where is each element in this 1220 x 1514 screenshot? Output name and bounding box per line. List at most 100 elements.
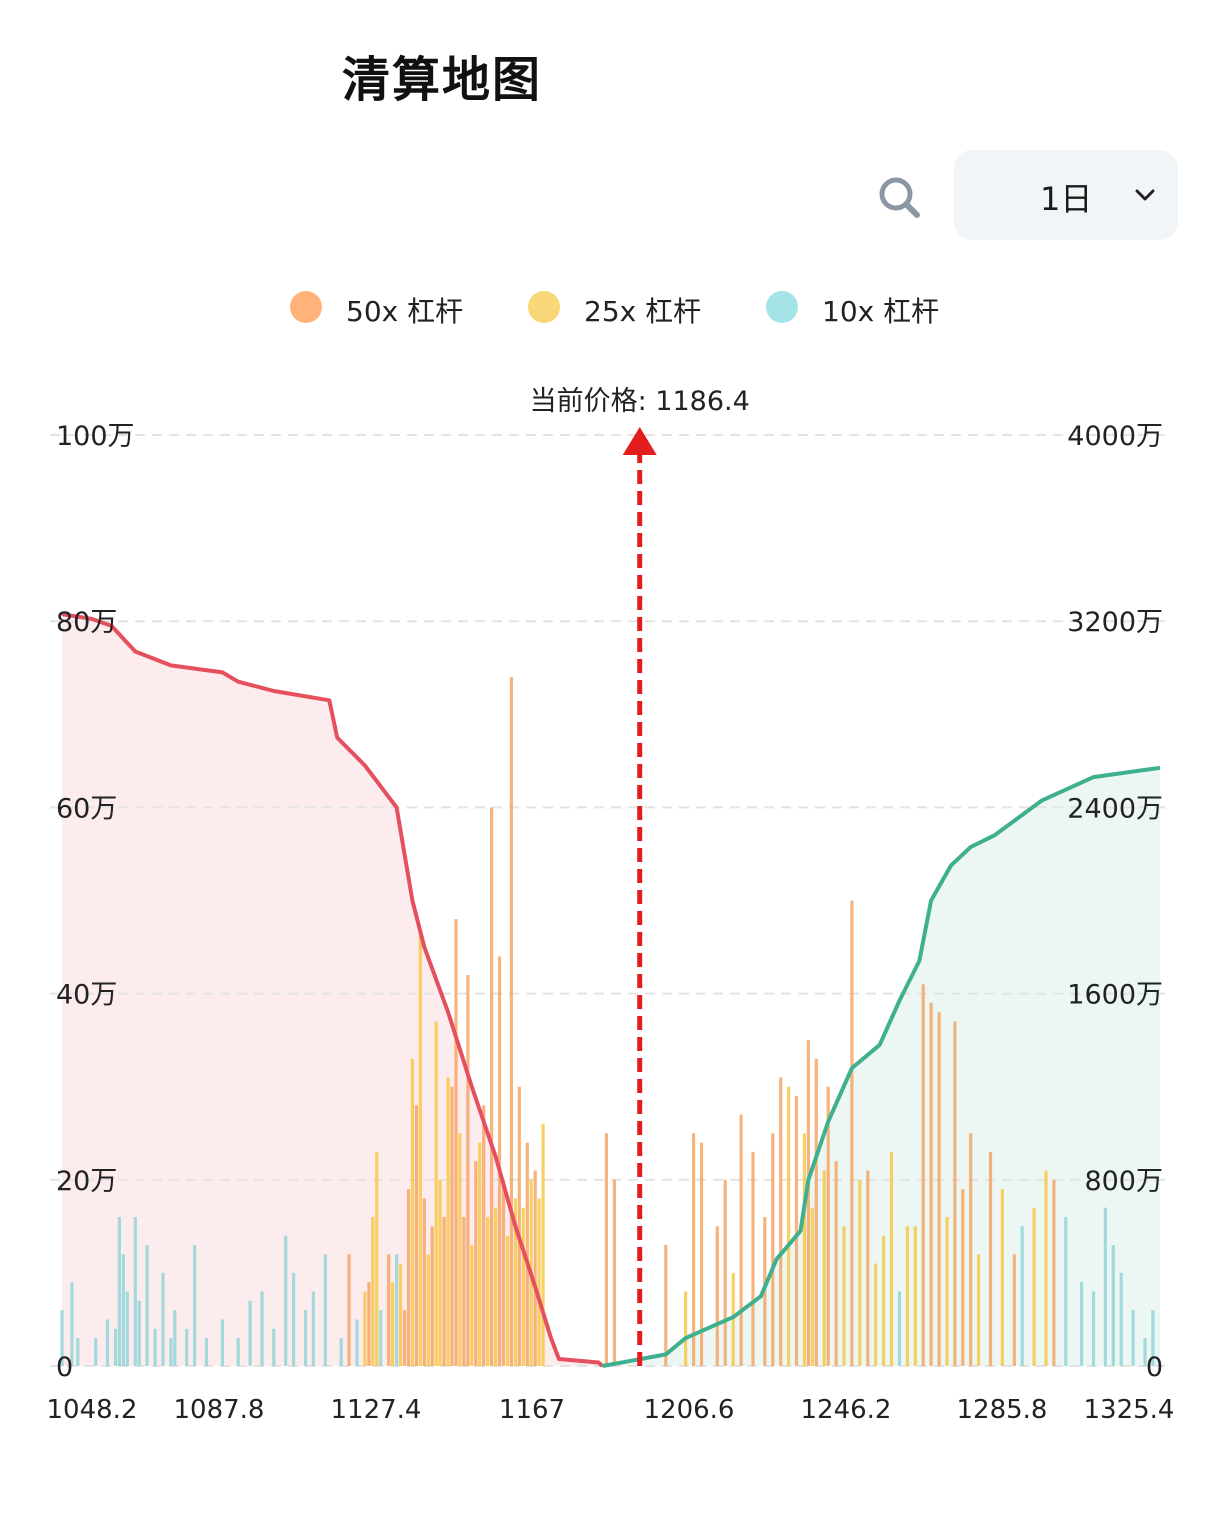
liquidation-bar bbox=[371, 1217, 375, 1366]
liquidation-bar bbox=[454, 919, 458, 1366]
liquidation-bar bbox=[1064, 1217, 1068, 1366]
liquidation-bar bbox=[1091, 1291, 1096, 1366]
left-axis-label: 80万 bbox=[56, 607, 117, 638]
liquidation-bar bbox=[462, 1217, 466, 1366]
liquidation-bar bbox=[1119, 1272, 1123, 1366]
liquidation-bar bbox=[60, 1310, 64, 1366]
liquidation-bar bbox=[173, 1310, 177, 1366]
liquidation-bar bbox=[1131, 1310, 1135, 1366]
x-axis-label: 1127.4 bbox=[331, 1395, 422, 1425]
short-cumulative-area bbox=[62, 614, 603, 1366]
liquidation-bar bbox=[450, 1086, 454, 1366]
liquidation-bar bbox=[185, 1328, 189, 1366]
liquidation-bar bbox=[418, 928, 422, 1366]
liquidation-bar bbox=[169, 1338, 173, 1366]
liquidation-bar bbox=[913, 1226, 917, 1366]
liquidation-bar bbox=[292, 1272, 296, 1366]
liquidation-bar bbox=[739, 1114, 743, 1366]
liquidation-bar bbox=[70, 1282, 74, 1366]
liquidation-bar bbox=[422, 1198, 426, 1366]
liquidation-bar bbox=[858, 1179, 862, 1366]
liquidation-bar bbox=[379, 1310, 383, 1366]
liquidation-bar bbox=[497, 956, 502, 1366]
liquidation-bar bbox=[478, 1142, 482, 1366]
liquidation-bar bbox=[117, 1217, 121, 1366]
liquidation-bar bbox=[814, 1058, 818, 1366]
liquidation-bar bbox=[1044, 1170, 1048, 1366]
liquidation-bar bbox=[692, 1133, 696, 1367]
liquidation-bar bbox=[1032, 1207, 1036, 1366]
left-axis-label: 40万 bbox=[56, 980, 117, 1011]
right-axis-label: 2400万 bbox=[1067, 793, 1163, 824]
liquidation-bar bbox=[731, 1272, 735, 1366]
liquidation-bar bbox=[494, 1207, 498, 1366]
liquidation-bar bbox=[826, 1086, 830, 1366]
liquidation-bar bbox=[882, 1235, 886, 1366]
period-value: 1日 bbox=[1040, 180, 1093, 218]
liquidation-bar bbox=[137, 1300, 141, 1366]
legend-dot-25x bbox=[528, 291, 560, 323]
liquidation-bar bbox=[395, 1254, 399, 1366]
liquidation-bar bbox=[133, 1217, 137, 1366]
x-axis-label: 1206.6 bbox=[644, 1395, 735, 1425]
x-axis-label: 1167 bbox=[499, 1395, 565, 1425]
current-price-arrow-icon bbox=[622, 427, 657, 455]
liquidation-bar bbox=[969, 1133, 973, 1367]
liquidation-bar bbox=[204, 1338, 209, 1366]
liquidation-bar bbox=[375, 1151, 379, 1366]
liquidation-bar bbox=[905, 1226, 909, 1366]
liquidation-bar bbox=[470, 1245, 474, 1366]
liquidation-bar bbox=[525, 1142, 529, 1366]
liquidation-bar bbox=[113, 1328, 118, 1366]
liquidation-bar bbox=[458, 1133, 462, 1367]
left-axis-label: 20万 bbox=[56, 1166, 117, 1197]
liquidation-bar bbox=[897, 1291, 902, 1366]
chevron-down-icon bbox=[1130, 180, 1160, 210]
liquidation-bar bbox=[414, 1105, 418, 1366]
liquidation-bar bbox=[284, 1235, 288, 1366]
liquidation-bar bbox=[850, 900, 854, 1366]
left-axis-label: 60万 bbox=[56, 793, 117, 824]
legend-dot-10x bbox=[766, 291, 798, 323]
liquidation-bar bbox=[121, 1254, 125, 1366]
period-select[interactable]: 1日 bbox=[954, 150, 1178, 240]
legend-label-50x: 50x 杠杆 bbox=[346, 295, 464, 328]
liquidation-bar bbox=[537, 1198, 541, 1366]
liquidation-bar bbox=[248, 1300, 252, 1366]
liquidation-bar bbox=[105, 1319, 110, 1366]
liquidation-bar bbox=[355, 1319, 359, 1366]
liquidation-bar bbox=[1012, 1254, 1016, 1366]
liquidation-bar bbox=[533, 1170, 537, 1366]
liquidation-bar bbox=[466, 975, 470, 1366]
liquidation-bar bbox=[193, 1245, 197, 1366]
liquidation-bar bbox=[513, 1198, 517, 1366]
liquidation-bar bbox=[406, 1189, 411, 1366]
liquidation-bar bbox=[937, 1012, 941, 1366]
liquidation-bar bbox=[541, 1123, 545, 1366]
liquidation-bar bbox=[391, 1282, 395, 1366]
liquidation-bar bbox=[806, 1040, 810, 1366]
liquidation-bar bbox=[1080, 1282, 1084, 1366]
liquidation-bar bbox=[961, 1189, 965, 1366]
right-axis-label: 1600万 bbox=[1067, 980, 1163, 1011]
right-axis-label: 4000万 bbox=[1067, 421, 1163, 452]
current-price-label: 当前价格: 1186.4 bbox=[530, 386, 750, 417]
liquidation-bar bbox=[988, 1151, 993, 1366]
liquidation-bar bbox=[699, 1142, 704, 1366]
liquidation-bar bbox=[751, 1151, 755, 1366]
liquidation-bar bbox=[794, 1096, 799, 1366]
liquidation-bar bbox=[977, 1254, 981, 1366]
search-icon[interactable] bbox=[876, 174, 922, 220]
liquidation-bar bbox=[311, 1291, 315, 1366]
liquidation-bar bbox=[145, 1245, 149, 1366]
liquidation-bar bbox=[1103, 1207, 1107, 1366]
legend: 50x 杠杆 25x 杠杆 10x 杠杆 bbox=[0, 288, 1220, 328]
long-cumulative-area bbox=[602, 767, 1160, 1366]
liquidation-bar bbox=[715, 1226, 719, 1366]
liquidation-bar bbox=[125, 1291, 129, 1366]
liquidation-bar bbox=[929, 1002, 933, 1366]
liquidation-bar bbox=[94, 1338, 98, 1366]
left-axis-label: 100万 bbox=[56, 421, 135, 452]
liquidation-bar bbox=[664, 1245, 668, 1366]
liquidation-bar bbox=[398, 1263, 403, 1366]
